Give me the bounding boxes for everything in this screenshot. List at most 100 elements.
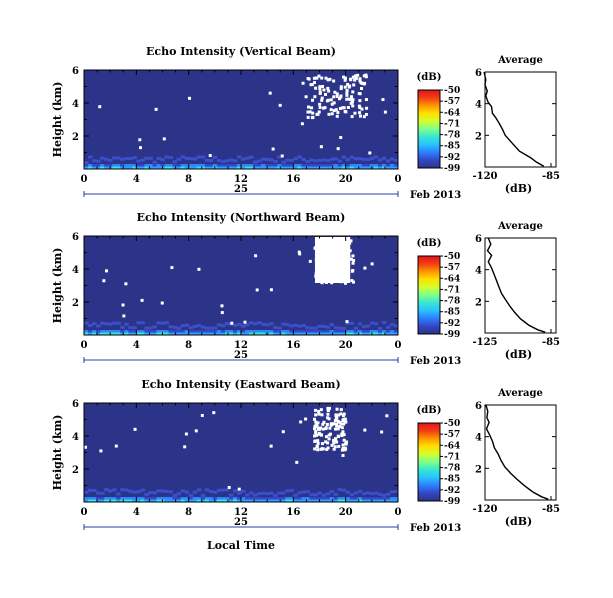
echo-cell — [289, 166, 294, 169]
no-data-cell — [358, 79, 362, 83]
no-data-cell — [328, 262, 332, 266]
no-data-cell — [346, 275, 350, 279]
colorbar-unit: (dB) — [417, 405, 442, 416]
no-data-cell — [332, 447, 336, 451]
echo-cell — [172, 332, 178, 335]
no-data-cell — [359, 86, 363, 90]
echo-cell — [148, 164, 153, 167]
echo-cell — [104, 499, 109, 502]
echo-cell — [200, 497, 206, 500]
no-data-cell — [301, 81, 305, 85]
echo-cell — [377, 330, 383, 333]
no-data-cell — [327, 433, 331, 437]
echo-cell — [301, 164, 306, 167]
no-data-cell — [313, 439, 317, 443]
no-data-cell — [331, 239, 335, 243]
echo-cell — [84, 321, 89, 325]
echo-cell — [265, 157, 270, 161]
echo-cell — [317, 330, 323, 333]
no-data-cell — [337, 264, 341, 268]
echo-cell — [333, 330, 339, 333]
echo-cell — [313, 326, 318, 330]
average-frame — [484, 71, 557, 168]
echo-cell — [96, 499, 101, 502]
echo-cell — [200, 325, 206, 329]
echo-cell — [329, 166, 335, 169]
no-data-cell — [321, 427, 325, 431]
no-data-cell — [327, 406, 331, 410]
echo-cell — [88, 332, 93, 335]
no-data-cell — [339, 280, 343, 284]
echo-cell — [176, 166, 182, 169]
echo-cell — [96, 324, 101, 328]
no-data-cell — [337, 245, 341, 249]
echo-cell — [116, 499, 121, 502]
echo-cell — [381, 330, 387, 333]
echo-cell — [184, 330, 190, 333]
echo-cell — [156, 330, 161, 333]
echo-cell — [220, 330, 226, 333]
no-data-cell — [321, 447, 325, 451]
no-data-cell — [320, 98, 324, 102]
no-data-cell — [340, 434, 344, 438]
echo-cell — [381, 497, 387, 500]
echo-cell — [357, 157, 363, 161]
echo-cell — [112, 497, 117, 500]
echo-cell — [228, 164, 234, 167]
echo-cell — [373, 491, 379, 495]
echo-cell — [144, 156, 149, 160]
echo-cell — [168, 497, 174, 500]
no-data-cell — [345, 440, 349, 444]
no-data-cell — [313, 246, 317, 250]
colorbar-label: -92 — [444, 319, 460, 329]
echo-cell — [224, 159, 230, 163]
echo-cell — [152, 497, 157, 500]
echo-cell — [144, 499, 149, 502]
no-data-cell — [307, 105, 311, 109]
echo-cell — [253, 322, 258, 326]
echo-cell — [245, 156, 250, 160]
heatmap-area — [84, 403, 398, 502]
no-data-cell — [324, 280, 328, 284]
y-tick-label: 6 — [72, 399, 79, 410]
no-data-cell — [315, 269, 319, 273]
echo-cell — [128, 164, 133, 167]
echo-cell — [124, 166, 129, 169]
echo-cell — [325, 164, 331, 167]
echo-cell — [188, 332, 194, 335]
no-data-cell — [362, 82, 366, 86]
avg-y-tick-label: 6 — [475, 234, 482, 245]
echo-cell — [293, 166, 298, 169]
no-data-cell — [330, 269, 334, 273]
no-data-cell — [358, 106, 362, 110]
echo-cell — [337, 332, 343, 335]
x-tick-label: 0 — [81, 340, 88, 351]
no-data-cell — [312, 417, 316, 421]
y-tick-label: 2 — [72, 298, 79, 309]
echo-cell — [245, 497, 250, 500]
echo-cell — [156, 166, 161, 169]
echo-cell — [220, 497, 226, 500]
no-data-cell — [269, 288, 273, 292]
echo-cell — [365, 499, 371, 502]
no-data-cell — [324, 92, 328, 96]
no-data-cell — [342, 241, 346, 245]
echo-cell — [176, 326, 182, 330]
no-data-cell — [341, 419, 345, 423]
echo-cell — [104, 322, 109, 326]
no-data-cell — [188, 96, 192, 100]
echo-cell — [373, 332, 379, 335]
colorbar-label: -85 — [444, 475, 460, 485]
echo-cell — [281, 166, 286, 169]
no-data-cell — [339, 136, 343, 140]
echo-cell — [204, 330, 210, 333]
echo-cell — [253, 330, 258, 333]
echo-cell — [345, 490, 351, 494]
no-data-cell — [230, 321, 234, 325]
echo-cell — [321, 499, 327, 502]
echo-cell — [369, 492, 375, 496]
echo-cell — [249, 330, 254, 333]
echo-cell — [136, 159, 141, 163]
echo-cell — [393, 324, 399, 328]
echo-cell — [337, 497, 343, 500]
